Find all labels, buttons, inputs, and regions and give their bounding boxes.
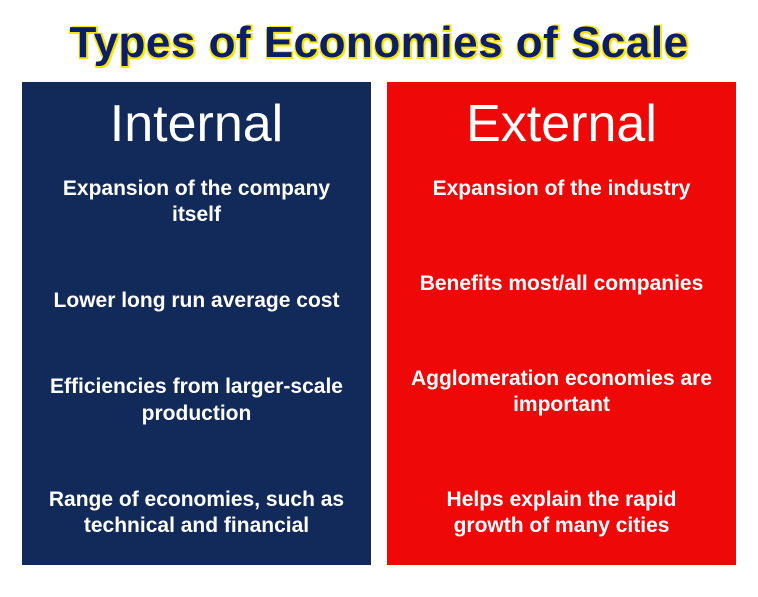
- internal-point: Efficiencies from larger-scale productio…: [40, 374, 353, 427]
- columns-container: Internal Expansion of the company itself…: [0, 82, 758, 587]
- internal-point: Expansion of the company itself: [40, 176, 353, 229]
- internal-point: Lower long run average cost: [40, 288, 353, 314]
- external-point: Agglomeration economies are important: [405, 366, 718, 419]
- external-column: External Expansion of the industry Benef…: [387, 82, 736, 565]
- internal-header: Internal: [40, 94, 353, 154]
- main-title: Types of Economies of Scale: [0, 0, 758, 82]
- external-point: Expansion of the industry: [405, 176, 718, 202]
- external-header: External: [405, 94, 718, 154]
- internal-column: Internal Expansion of the company itself…: [22, 82, 371, 565]
- internal-points: Expansion of the company itself Lower lo…: [40, 176, 353, 547]
- internal-point: Range of economies, such as technical an…: [40, 487, 353, 540]
- external-point: Benefits most/all companies: [405, 271, 718, 297]
- external-points: Expansion of the industry Benefits most/…: [405, 176, 718, 547]
- external-point: Helps explain the rapid growth of many c…: [405, 487, 718, 540]
